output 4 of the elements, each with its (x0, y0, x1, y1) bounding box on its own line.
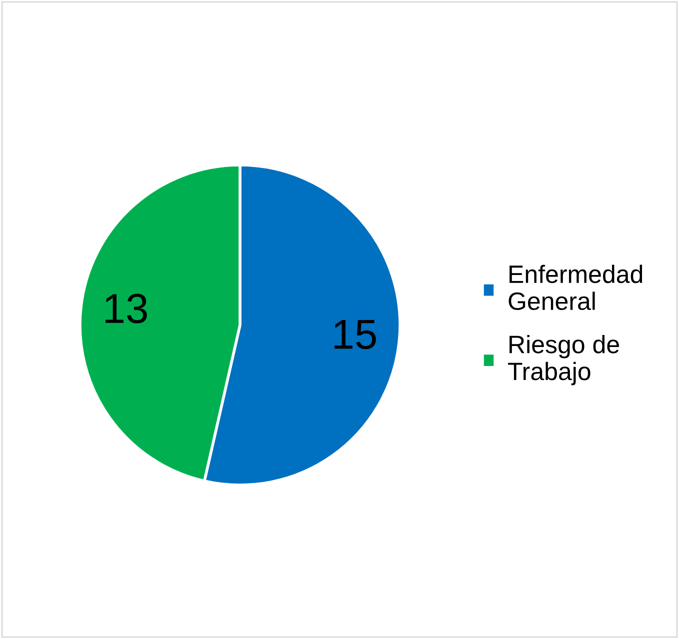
data-label: 15 (334, 320, 376, 350)
legend-label: Enfermedad General (508, 264, 642, 310)
legend-label: Riesgo de Trabajo (508, 335, 619, 386)
data-label: 13 (106, 294, 147, 324)
